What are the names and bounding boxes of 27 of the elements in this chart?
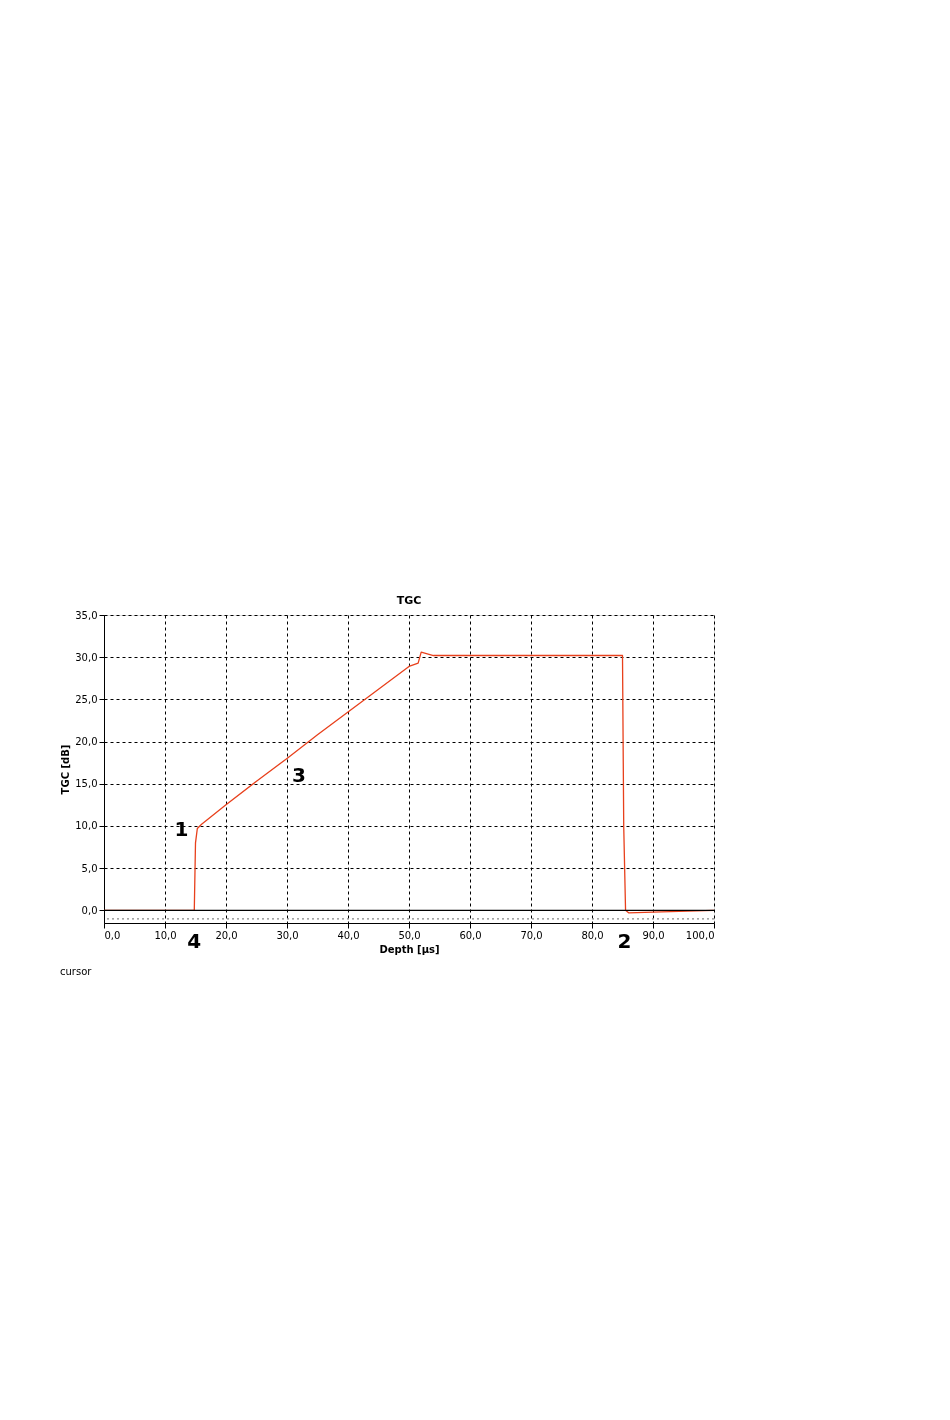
x-tick-label: 0,0 bbox=[104, 929, 121, 941]
annotation: 3 bbox=[292, 763, 306, 788]
x-tick-label: 30,0 bbox=[276, 929, 299, 941]
x-tick-label: 50,0 bbox=[398, 929, 421, 941]
x-tick-label: 100,0 bbox=[685, 929, 715, 941]
y-tick-label: 0,0 bbox=[81, 904, 98, 916]
y-tick-label: 10,0 bbox=[75, 820, 98, 832]
y-tick-label: 5,0 bbox=[81, 862, 98, 874]
y-axis-title: TGC [dB] bbox=[60, 744, 72, 795]
x-tick-label: 60,0 bbox=[459, 929, 482, 941]
x-tick-label: 70,0 bbox=[520, 929, 543, 941]
x-tick-label: 20,0 bbox=[215, 929, 238, 941]
x-axis-title: Depth [µs] bbox=[379, 943, 440, 955]
text: cursor bbox=[60, 966, 93, 977]
y-tick-label: 35,0 bbox=[75, 609, 98, 621]
x-tick-label: 10,0 bbox=[154, 929, 177, 941]
x-tick-label: 40,0 bbox=[337, 929, 360, 941]
y-tick-label: 25,0 bbox=[75, 693, 98, 705]
annotation: 2 bbox=[617, 929, 632, 954]
x-tick-label: 90,0 bbox=[642, 929, 665, 941]
y-tick-label: 20,0 bbox=[75, 736, 98, 748]
annotation: 4 bbox=[187, 929, 202, 954]
y-tick-label: 30,0 bbox=[75, 651, 98, 663]
chart-title: TGC bbox=[396, 594, 422, 607]
x-tick-label: 80,0 bbox=[581, 929, 604, 941]
annotation: 1 bbox=[174, 817, 189, 842]
y-tick-label: 15,0 bbox=[75, 778, 98, 790]
